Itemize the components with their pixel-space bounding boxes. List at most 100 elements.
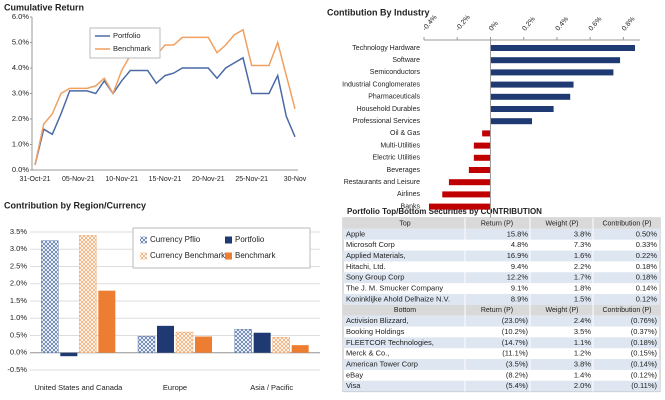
bar	[98, 290, 116, 353]
table-cell: Sony Group Corp	[346, 273, 404, 282]
y-tick-label: 1.0%	[12, 139, 29, 148]
table-cell: Booking Holdings	[346, 327, 405, 336]
bar	[79, 235, 97, 353]
legend-label: Portfolio	[235, 235, 265, 244]
table-cell: 1.4%	[574, 370, 591, 379]
bar	[234, 329, 252, 353]
line-title: Cumulative Return	[4, 2, 84, 12]
legend-box	[89, 27, 161, 59]
region-title: Contribution by Region/Currency	[4, 200, 146, 210]
x-tick-label: Asia / Pacific	[250, 383, 293, 392]
legend-label: Benchmark	[113, 44, 151, 53]
y-tick-label: Professional Services	[353, 118, 421, 125]
y-tick-label: 1.5%	[10, 296, 27, 305]
y-tick-label: 2.5%	[10, 261, 27, 270]
table-cell: (5.4%)	[506, 381, 529, 390]
table-cell: (8.2%)	[506, 370, 529, 379]
bar	[448, 179, 491, 186]
table-cell: (0.12%)	[631, 370, 658, 379]
x-tick-label: 25-Nov-21	[235, 176, 268, 183]
table-header: Top	[399, 220, 410, 227]
table-cell: 0.50%	[636, 229, 658, 238]
legend-label: Benchmark	[235, 251, 276, 260]
table-cell: The J. M. Smucker Company	[346, 284, 443, 293]
table-cell: (0.76%)	[631, 316, 658, 325]
x-tick-label: United States and Canada	[34, 383, 123, 392]
line	[34, 28, 296, 166]
table-cell: Merck & Co.,	[346, 349, 389, 358]
table-cell: 16.9%	[507, 251, 529, 260]
bar	[473, 154, 491, 161]
y-tick-label: Banks	[401, 203, 421, 210]
table-row-bg	[343, 359, 660, 370]
y-tick-label: Household Durables	[357, 106, 421, 113]
y-tick-label: -0.5%	[7, 365, 27, 374]
table-cell: (0.14%)	[631, 359, 658, 368]
bar	[490, 81, 574, 88]
table-header: Contribution (P)	[602, 220, 651, 227]
table-row-bg	[343, 228, 660, 240]
table-cell: Activision Blizzard,	[346, 316, 409, 325]
line	[34, 56, 296, 166]
y-tick-label: 0.0%	[10, 348, 27, 357]
bar	[473, 142, 491, 149]
bar	[272, 337, 290, 353]
y-tick-label: Beverages	[387, 167, 421, 174]
y-tick-label: Electric Utilities	[373, 155, 421, 162]
table-cell: 3.5%	[574, 327, 591, 336]
industry-title: Contibution By Industry	[327, 7, 430, 17]
legend-swatch	[140, 252, 147, 260]
bar	[60, 352, 78, 357]
bar	[490, 118, 532, 125]
y-tick-label: Software	[392, 57, 420, 64]
x-tick-label: 05-Nov-21	[62, 176, 95, 183]
y-tick-label: 2.0%	[10, 279, 27, 288]
x-tick-label: 0.8%	[621, 16, 637, 33]
bar	[41, 240, 59, 353]
x-tick-label: 0.4%	[555, 16, 571, 33]
bar	[157, 325, 174, 353]
table-header: Weight (P)	[546, 220, 579, 227]
table-cell: 9.4%	[511, 262, 528, 271]
table-cell: (0.15%)	[631, 349, 658, 358]
x-tick-label: 0.2%	[521, 16, 537, 33]
table-cell: 4.8%	[511, 240, 528, 249]
table-row-bg	[343, 250, 660, 262]
table-row-bg	[343, 380, 660, 392]
table-cell: 7.3%	[574, 240, 591, 249]
table-cell: 3.8%	[574, 359, 591, 368]
x-tick-label: 0%	[488, 20, 500, 32]
bar	[442, 191, 491, 198]
bar	[137, 335, 156, 353]
legend-swatch	[225, 252, 232, 260]
y-tick-label: Semiconductors	[370, 69, 421, 76]
x-tick-label: 30-Nov	[284, 176, 307, 183]
table-cell: 12.2%	[507, 273, 529, 282]
table-cell: 0.18%	[636, 273, 658, 282]
y-tick-label: Technology Hardware	[352, 45, 420, 52]
table-cell: Microsoft Corp	[346, 240, 395, 249]
table-cell: 1.5%	[574, 294, 591, 303]
x-tick-label: -0.2%	[455, 14, 472, 33]
legend-label: Currency Benchmark	[150, 251, 226, 260]
y-tick-label: Multi-Utilities	[380, 142, 420, 149]
table-cell: 8.9%	[511, 294, 528, 303]
y-tick-label: 3.0%	[12, 88, 29, 97]
y-tick-label: Restaurants and Leisure	[344, 179, 420, 186]
table-cell: 0.18%	[636, 262, 658, 271]
table-cell: 1.7%	[574, 273, 591, 282]
bar	[490, 57, 621, 64]
y-tick-label: 3.0%	[10, 244, 27, 253]
table-cell: 15.8%	[507, 229, 529, 238]
table-title: Portfolio Top/Bottom Securities by CONTR…	[347, 207, 542, 216]
table-header: Bottom	[394, 307, 416, 314]
table-cell: (10.2%)	[502, 327, 529, 336]
y-tick-label: 1.0%	[10, 313, 27, 322]
table-cell: American Tower Corp	[346, 359, 418, 368]
table-cell: 0.33%	[636, 240, 658, 249]
bar	[490, 45, 636, 51]
table-cell: 0.14%	[636, 284, 658, 293]
table-cell: eBay	[346, 370, 363, 379]
table-cell: (11.1%)	[502, 349, 528, 358]
